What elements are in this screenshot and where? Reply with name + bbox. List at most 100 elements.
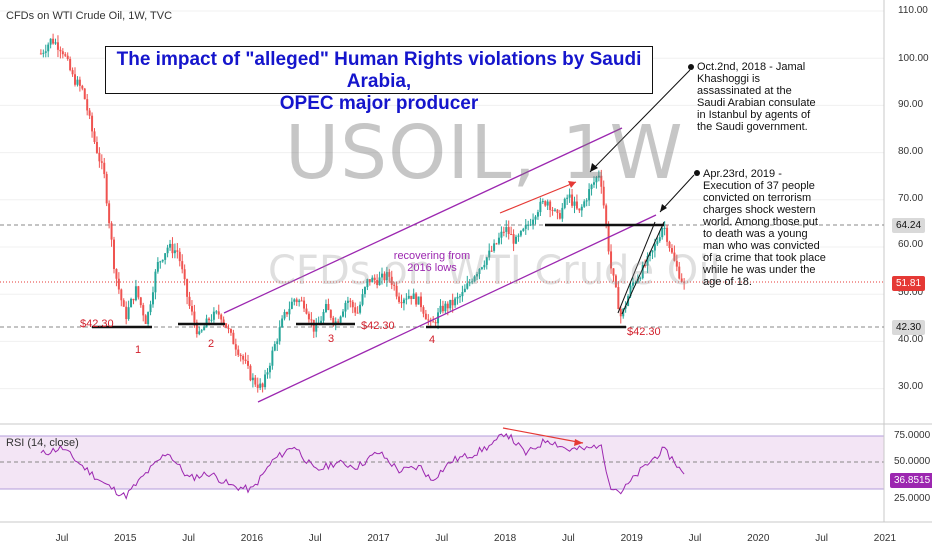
candle-body	[120, 289, 123, 301]
rsi-badge: 36.8515	[890, 473, 932, 488]
low-1-number: 1	[135, 344, 142, 356]
candle-body	[376, 280, 379, 286]
candle-body	[278, 327, 281, 342]
candle-body	[346, 300, 349, 303]
candle-body	[74, 74, 77, 85]
candle-body	[534, 216, 537, 220]
rsi-divergence-arrow	[502, 427, 584, 444]
candle-body	[166, 247, 169, 254]
candle-body	[373, 277, 376, 281]
candle-body	[488, 250, 491, 258]
time-tick: Jul	[435, 533, 448, 544]
note1-arrow	[589, 69, 691, 173]
candle-body	[178, 251, 181, 262]
rsi-tick: 25.0000	[894, 493, 931, 504]
candle-body	[668, 241, 671, 249]
candle-body	[575, 201, 578, 209]
rsi-line	[40, 433, 685, 500]
time-tick: 2016	[241, 533, 264, 544]
candle-body	[517, 235, 520, 237]
candle-body	[381, 273, 384, 278]
candle-body	[76, 79, 79, 85]
candle-body	[614, 275, 617, 288]
candle-body	[344, 302, 347, 312]
rsi-tick: 75.0000	[894, 430, 931, 441]
candle-body	[471, 281, 474, 283]
wedge-line-a	[617, 221, 656, 314]
time-tick: Jul	[562, 533, 575, 544]
candle-body	[636, 279, 639, 283]
candle-body	[56, 42, 59, 50]
candle-body	[169, 243, 172, 248]
candle-body	[427, 319, 430, 321]
candle-body	[66, 55, 69, 60]
candle-body	[229, 329, 232, 333]
candle-body	[320, 320, 323, 324]
candle-body	[69, 59, 72, 71]
price-tick: 100.00	[898, 53, 929, 64]
candle-body	[154, 271, 157, 293]
candle-body	[288, 308, 291, 315]
candle-body	[458, 296, 461, 298]
low-2-number: 2	[208, 338, 215, 350]
candle-body	[52, 38, 55, 44]
candle-body	[422, 307, 425, 314]
note1-arrowhead	[590, 163, 598, 172]
candle-body	[203, 327, 206, 331]
candle-body	[607, 224, 610, 252]
candle-body	[137, 286, 140, 298]
note2-dot	[694, 170, 700, 176]
candle-body	[212, 311, 215, 320]
rsi-divergence-arrowhead	[574, 439, 583, 446]
candle-body	[147, 312, 150, 325]
candle-body	[173, 250, 176, 254]
candle-body	[334, 321, 337, 324]
candle-body	[619, 309, 622, 317]
candle-body	[527, 224, 530, 226]
candle-body	[234, 344, 237, 350]
candle-body	[631, 282, 634, 286]
candle-body	[247, 360, 250, 366]
candle-body	[378, 277, 381, 286]
candle-body	[71, 70, 74, 75]
candle-body	[505, 227, 508, 232]
candle-body	[410, 295, 413, 299]
candle-body	[108, 203, 111, 224]
time-tick: 2021	[874, 533, 897, 544]
candle-body	[93, 131, 96, 143]
candle-body	[285, 311, 288, 315]
price-tick: 30.00	[898, 381, 924, 392]
candle-body	[446, 303, 449, 309]
candle-body	[215, 311, 218, 313]
candle-body	[641, 264, 644, 279]
candle-body	[122, 300, 125, 307]
candle-body	[402, 299, 405, 304]
candle-body	[303, 300, 306, 309]
candle-body	[441, 305, 444, 312]
candle-body	[300, 300, 303, 302]
candle-body	[142, 305, 145, 316]
candle-body	[497, 237, 500, 244]
candle-body	[210, 319, 213, 321]
candle-body	[663, 227, 666, 229]
candle-body	[149, 304, 152, 313]
candle-body	[283, 311, 286, 319]
candle-body	[629, 285, 632, 297]
candle-body	[398, 296, 401, 302]
candle-body	[271, 350, 274, 366]
candle-body	[461, 292, 464, 297]
candle-body	[592, 182, 595, 185]
candle-body	[47, 44, 50, 52]
candle-body	[91, 115, 94, 132]
time-axis: Jul 2015 Jul 2016 Jul 2017 Jul 2018 Jul 2019 Jul 20…	[56, 533, 897, 544]
price-tick: 50.00	[898, 287, 924, 298]
candle-body	[617, 287, 620, 310]
note2-arrow	[659, 174, 695, 213]
candle-body	[86, 99, 89, 111]
chart-title-line1: The impact of "alleged" Human Rights vio…	[116, 49, 642, 92]
candle-body	[208, 318, 211, 321]
momentum-arrowhead	[568, 181, 576, 188]
candle-body	[412, 293, 415, 299]
candle-body	[485, 257, 488, 265]
candle-body	[127, 307, 130, 320]
